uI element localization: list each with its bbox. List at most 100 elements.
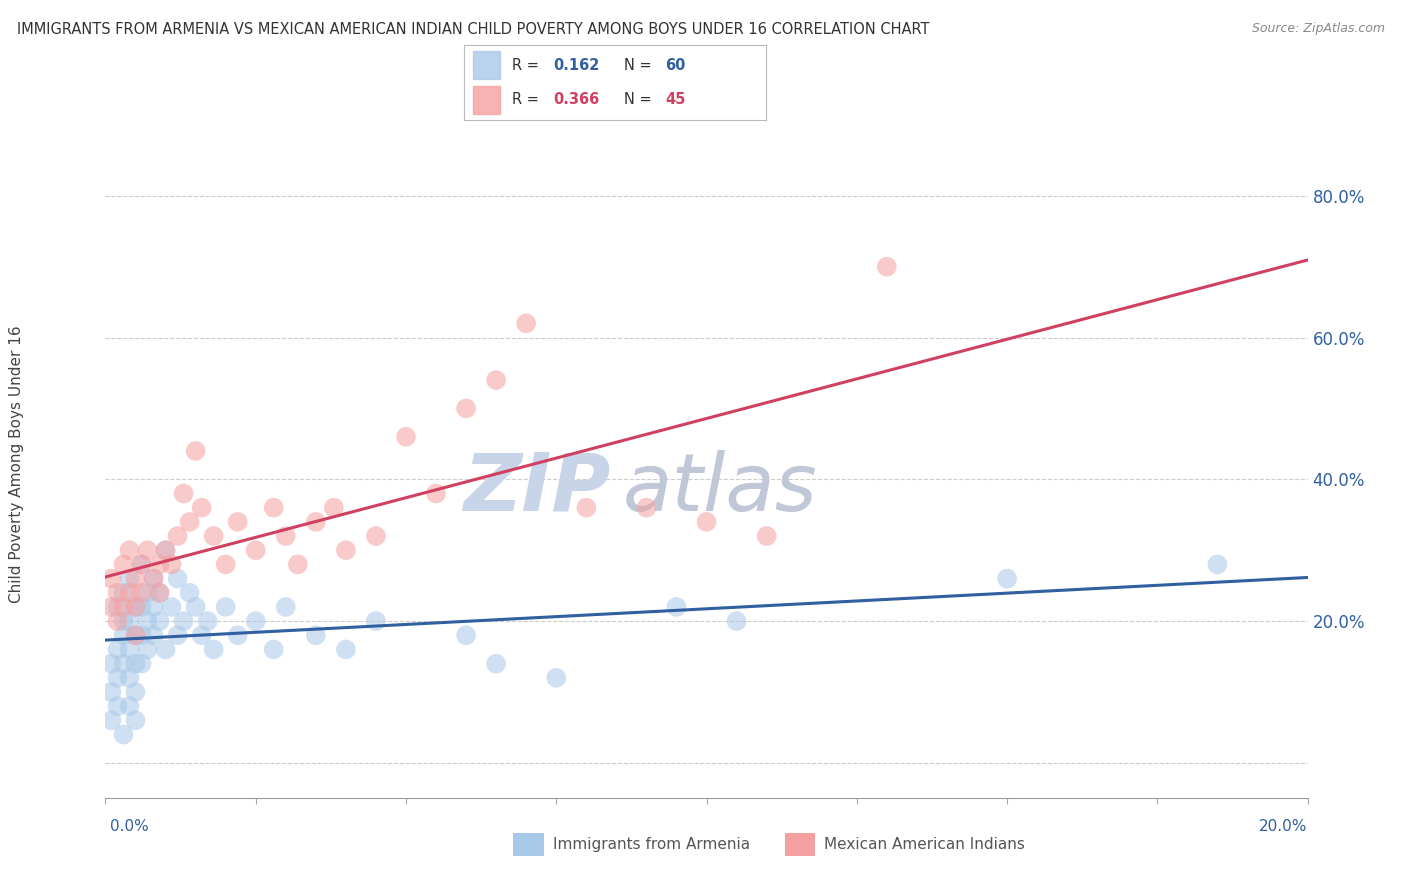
Point xyxy=(155,642,177,657)
Point xyxy=(160,558,183,572)
Text: Source: ZipAtlas.com: Source: ZipAtlas.com xyxy=(1251,22,1385,36)
Point xyxy=(148,586,170,600)
Point xyxy=(202,642,225,657)
Text: IMMIGRANTS FROM ARMENIA VS MEXICAN AMERICAN INDIAN CHILD POVERTY AMONG BOYS UNDE: IMMIGRANTS FROM ARMENIA VS MEXICAN AMERI… xyxy=(17,22,929,37)
Point xyxy=(131,628,153,642)
Point xyxy=(118,671,141,685)
Text: 45: 45 xyxy=(665,93,685,107)
Point xyxy=(112,558,135,572)
Point xyxy=(124,599,146,614)
Text: 0.162: 0.162 xyxy=(553,58,599,72)
Point xyxy=(100,599,122,614)
Point xyxy=(100,685,122,699)
Text: 0.0%: 0.0% xyxy=(110,820,149,834)
FancyBboxPatch shape xyxy=(472,52,501,78)
Point xyxy=(131,599,153,614)
Point xyxy=(142,572,165,586)
Point xyxy=(245,543,267,558)
Text: 20.0%: 20.0% xyxy=(1260,820,1308,834)
Point xyxy=(124,685,146,699)
Point xyxy=(107,671,129,685)
Point xyxy=(179,586,201,600)
Point xyxy=(263,500,285,515)
Point xyxy=(755,529,778,543)
Text: 60: 60 xyxy=(665,58,685,72)
Point xyxy=(107,642,129,657)
Point xyxy=(173,486,195,500)
Point xyxy=(636,500,658,515)
Point xyxy=(214,558,236,572)
Point xyxy=(112,657,135,671)
Point xyxy=(166,628,188,642)
Point xyxy=(136,642,159,657)
Point xyxy=(274,599,297,614)
Point xyxy=(876,260,898,274)
Point xyxy=(160,599,183,614)
Point xyxy=(142,628,165,642)
Point xyxy=(190,628,212,642)
Point xyxy=(166,572,188,586)
Point xyxy=(454,401,477,416)
Point xyxy=(179,515,201,529)
Point xyxy=(184,599,207,614)
Point xyxy=(112,599,135,614)
Point xyxy=(142,599,165,614)
Point xyxy=(112,586,135,600)
Point xyxy=(166,529,188,543)
Point xyxy=(485,373,508,387)
Point xyxy=(155,543,177,558)
Point xyxy=(131,586,153,600)
FancyBboxPatch shape xyxy=(472,87,501,113)
Point xyxy=(112,628,135,642)
Point xyxy=(124,657,146,671)
Point xyxy=(245,614,267,628)
Point xyxy=(118,614,141,628)
Point xyxy=(322,500,344,515)
Point xyxy=(107,586,129,600)
Point xyxy=(226,628,249,642)
Point xyxy=(485,657,508,671)
Point xyxy=(454,628,477,642)
Point xyxy=(148,586,170,600)
Text: Child Poverty Among Boys Under 16: Child Poverty Among Boys Under 16 xyxy=(10,325,24,603)
Point xyxy=(118,572,141,586)
Point xyxy=(184,444,207,458)
Point xyxy=(395,430,418,444)
Point xyxy=(335,543,357,558)
Point xyxy=(118,586,141,600)
Point xyxy=(173,614,195,628)
Point xyxy=(124,599,146,614)
Point xyxy=(107,699,129,714)
Text: atlas: atlas xyxy=(623,450,817,527)
Point xyxy=(136,586,159,600)
Point xyxy=(142,572,165,586)
Point xyxy=(725,614,748,628)
Point xyxy=(124,714,146,728)
Point xyxy=(148,558,170,572)
Point xyxy=(131,558,153,572)
Point xyxy=(124,572,146,586)
Point xyxy=(696,515,718,529)
Text: R =: R = xyxy=(512,93,544,107)
Point xyxy=(112,614,135,628)
Point xyxy=(190,500,212,515)
Point xyxy=(107,614,129,628)
Point xyxy=(226,515,249,529)
Point xyxy=(995,572,1018,586)
Point xyxy=(287,558,309,572)
Point xyxy=(155,543,177,558)
Text: R =: R = xyxy=(512,58,544,72)
Point xyxy=(214,599,236,614)
Point xyxy=(425,486,447,500)
Point xyxy=(546,671,568,685)
Point xyxy=(364,614,387,628)
Point xyxy=(136,543,159,558)
Point xyxy=(305,515,328,529)
Point xyxy=(107,599,129,614)
Point xyxy=(515,317,537,331)
Point xyxy=(100,657,122,671)
Point xyxy=(575,500,598,515)
Point xyxy=(112,727,135,741)
Point xyxy=(100,714,122,728)
Point xyxy=(335,642,357,657)
